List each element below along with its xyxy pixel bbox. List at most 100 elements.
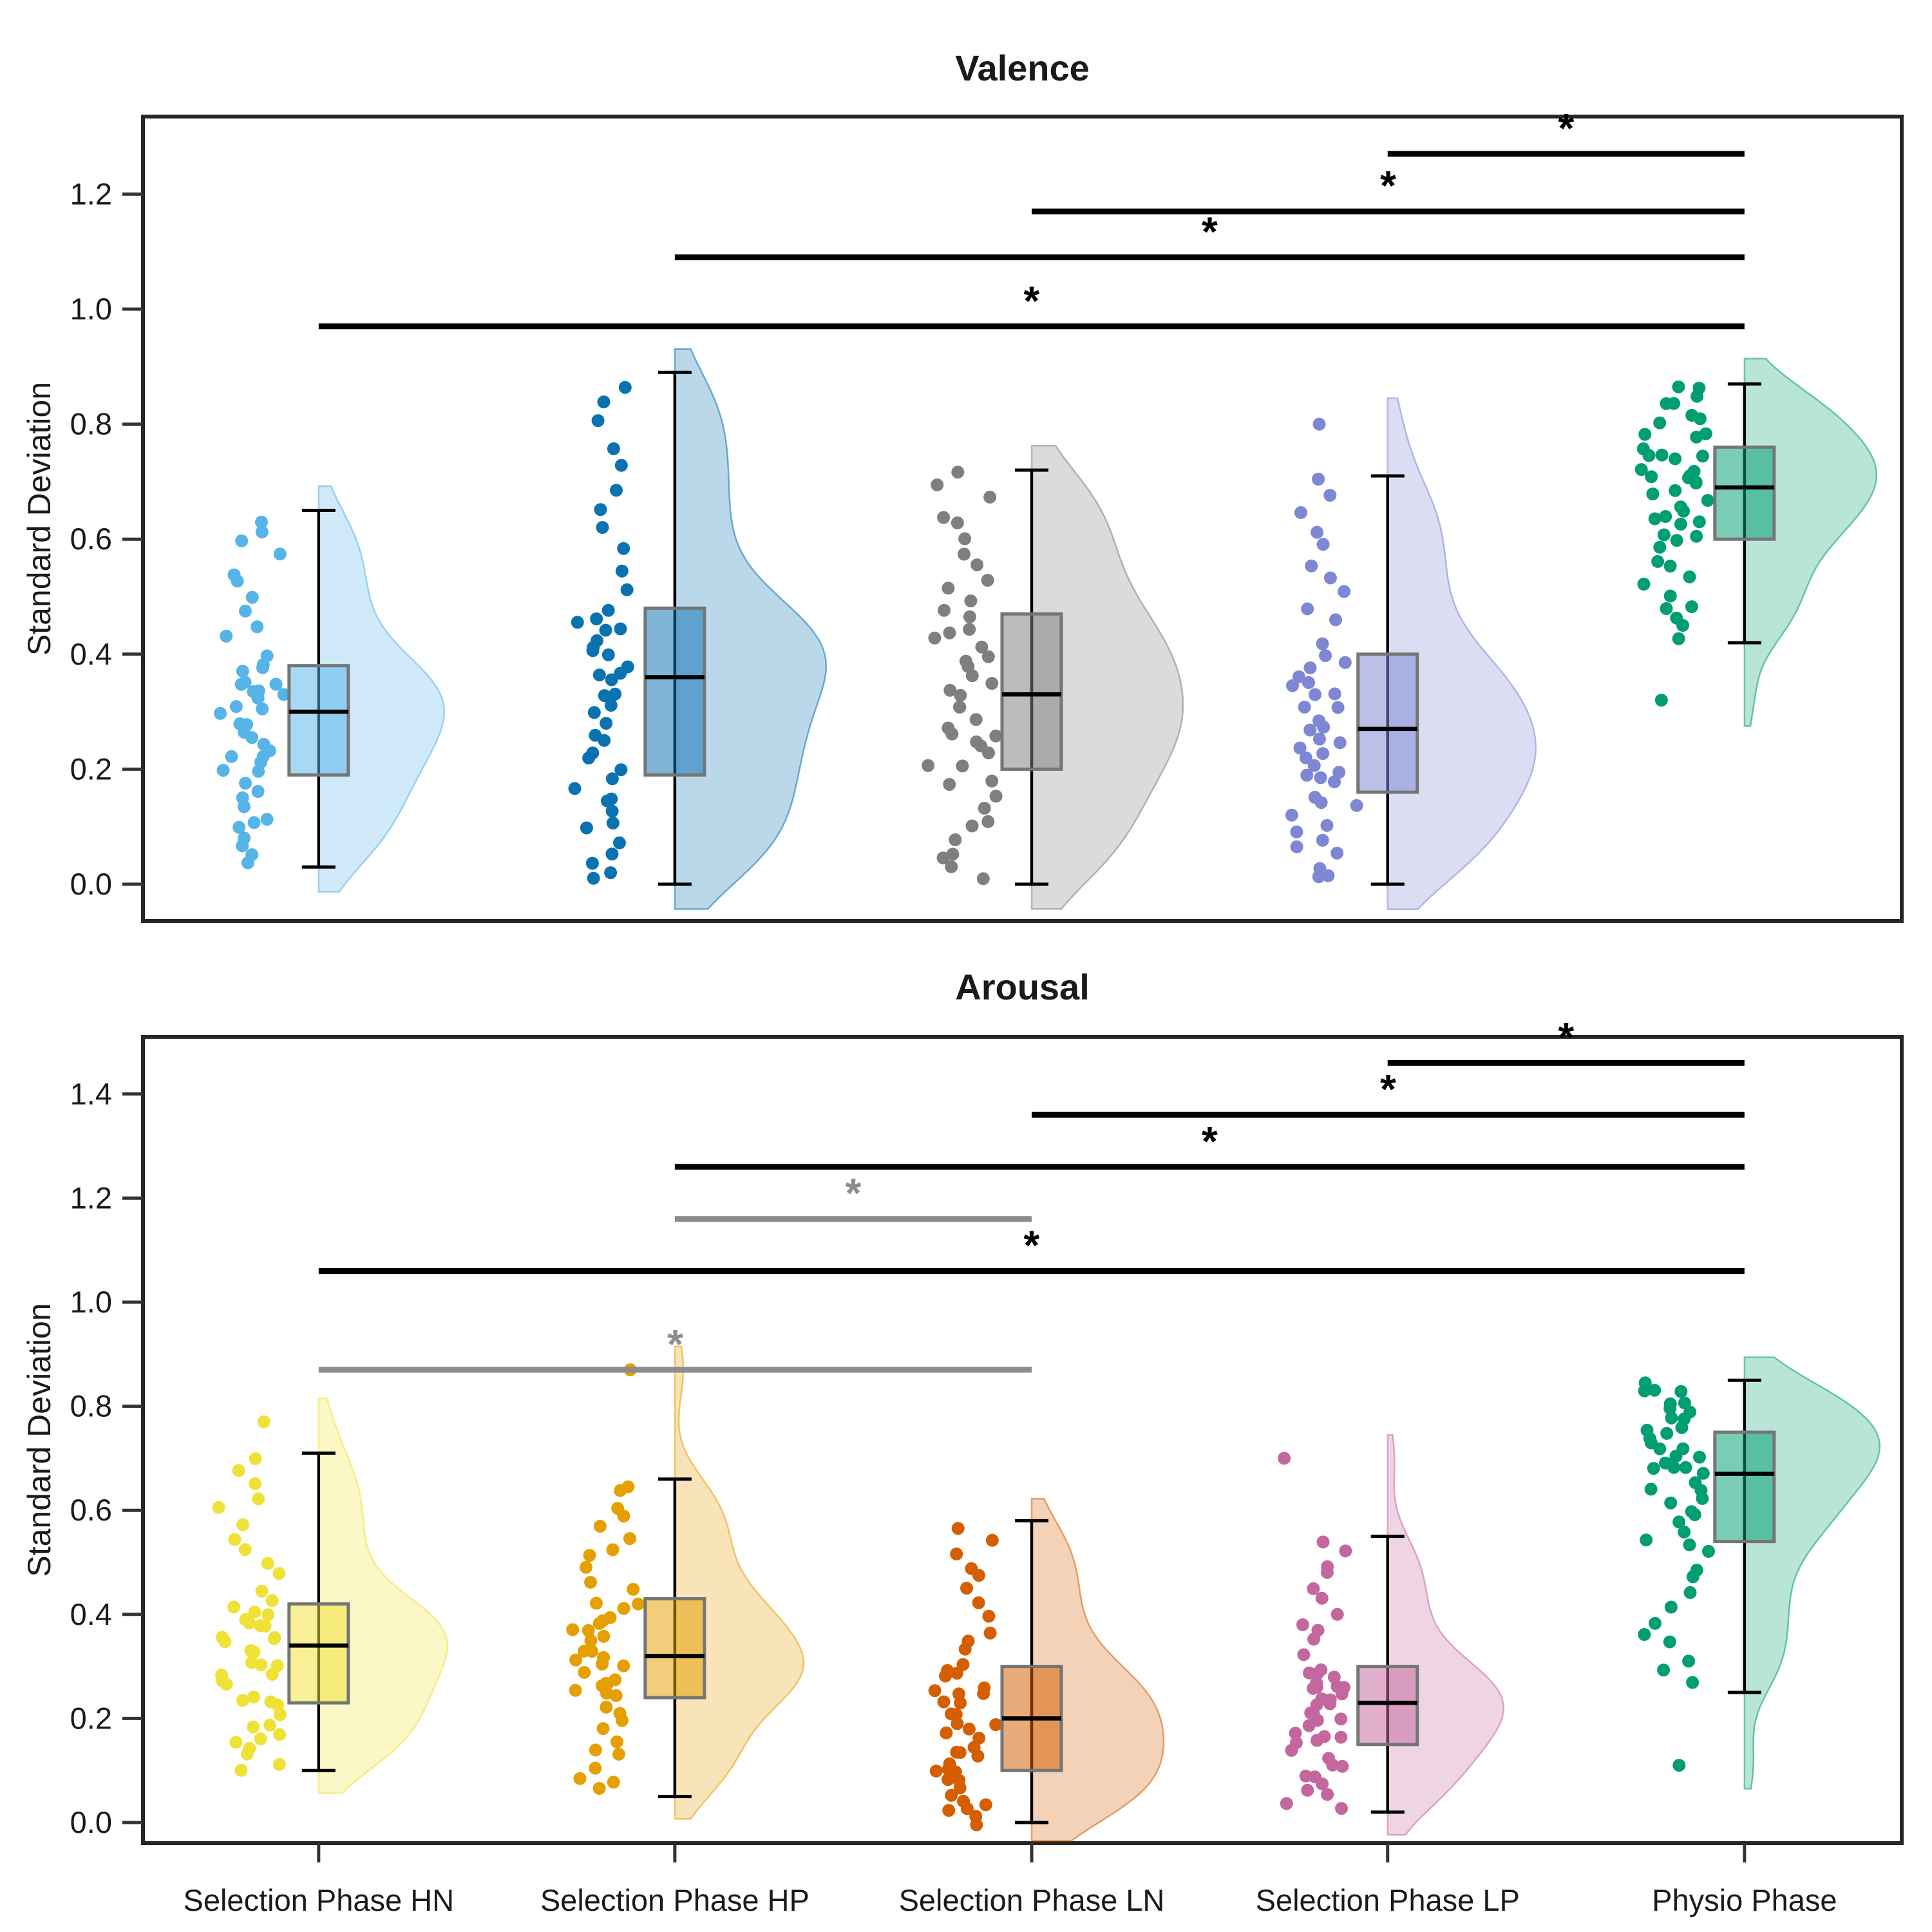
data-point xyxy=(1309,688,1321,701)
data-point xyxy=(1314,771,1327,784)
data-point xyxy=(1670,611,1683,625)
data-point xyxy=(1299,751,1312,764)
data-point xyxy=(1290,825,1303,838)
data-point xyxy=(981,650,995,663)
x-tick-label-physio: Physio Phase xyxy=(1652,1883,1837,1917)
data-point xyxy=(604,866,618,880)
significance-star: * xyxy=(667,1321,683,1367)
data-point xyxy=(1300,768,1314,782)
data-point xyxy=(272,1757,286,1771)
data-point xyxy=(1318,1730,1331,1743)
data-point xyxy=(965,1562,978,1575)
data-point xyxy=(215,1668,229,1681)
data-point xyxy=(1312,473,1325,486)
data-point xyxy=(1685,408,1699,422)
data-point xyxy=(249,1477,262,1490)
data-point xyxy=(979,1798,992,1812)
data-point xyxy=(1339,1544,1352,1558)
y-tick-label: 0.0 xyxy=(70,867,112,901)
data-point xyxy=(605,772,619,786)
data-point xyxy=(607,442,620,455)
data-point xyxy=(964,594,978,608)
data-point xyxy=(1640,1533,1653,1547)
data-point xyxy=(593,1519,607,1533)
data-point xyxy=(963,623,976,636)
data-point xyxy=(245,1656,258,1669)
data-point xyxy=(270,1659,284,1672)
x-tick-label-ln: Selection Phase LN xyxy=(899,1883,1165,1917)
data-point xyxy=(1308,791,1321,804)
data-point xyxy=(942,721,955,735)
data-point xyxy=(264,1695,278,1709)
data-point xyxy=(236,665,249,678)
violin-valence-2 xyxy=(674,348,828,910)
data-point xyxy=(971,558,984,572)
data-point xyxy=(953,700,966,714)
data-point xyxy=(1699,427,1712,440)
significance-star: * xyxy=(1202,1118,1218,1164)
data-point xyxy=(1285,808,1298,822)
data-point xyxy=(946,848,960,861)
data-point xyxy=(989,790,1003,803)
data-point xyxy=(976,872,990,886)
box-valence-3 xyxy=(1000,612,1063,771)
data-point xyxy=(612,836,626,849)
data-point xyxy=(1312,714,1325,728)
data-point xyxy=(1333,736,1347,750)
data-point xyxy=(590,612,603,625)
data-point xyxy=(972,1732,986,1745)
data-point xyxy=(1686,1676,1700,1689)
data-point xyxy=(958,532,972,545)
data-point xyxy=(922,759,935,772)
data-point xyxy=(960,1582,973,1595)
data-point xyxy=(1692,381,1706,395)
significance-star: * xyxy=(1202,209,1218,255)
x-tick-label-lp: Selection Phase LP xyxy=(1256,1883,1520,1917)
data-point xyxy=(1669,452,1682,466)
data-point xyxy=(928,1684,942,1698)
data-point xyxy=(1293,670,1305,683)
data-point xyxy=(1690,529,1703,543)
data-point xyxy=(605,792,618,806)
y-tick-label: 0.6 xyxy=(70,522,112,556)
data-point xyxy=(589,1596,603,1610)
data-point xyxy=(1329,613,1342,627)
data-point xyxy=(632,1597,645,1611)
data-point xyxy=(1297,1648,1311,1662)
data-point xyxy=(1321,1788,1334,1801)
data-point xyxy=(1659,1456,1672,1470)
data-point xyxy=(589,1761,602,1775)
data-point xyxy=(1640,1423,1654,1437)
significance-star: * xyxy=(1023,1222,1039,1269)
data-point xyxy=(238,831,251,845)
data-point xyxy=(232,1464,245,1477)
data-point xyxy=(1648,1383,1662,1397)
data-point xyxy=(263,1718,277,1732)
data-point xyxy=(989,1718,1003,1731)
data-point xyxy=(1674,500,1687,514)
data-point xyxy=(273,547,287,561)
data-point xyxy=(949,1708,963,1721)
data-point xyxy=(583,1549,596,1562)
data-point xyxy=(277,688,290,701)
significance-star: * xyxy=(845,1170,861,1217)
data-point xyxy=(951,1522,965,1535)
data-point xyxy=(216,764,230,777)
data-point xyxy=(248,1605,261,1619)
data-point xyxy=(614,459,628,472)
data-point xyxy=(569,1653,583,1667)
data-point xyxy=(229,700,243,714)
data-point xyxy=(255,525,269,538)
data-point xyxy=(243,1741,256,1755)
panel-title-valence: Valence xyxy=(955,48,1090,88)
data-point xyxy=(1663,560,1677,573)
data-point xyxy=(1674,1385,1688,1398)
data-point xyxy=(587,706,601,719)
violin-arousal-2 xyxy=(674,1345,805,1820)
y-tick-label: 0.4 xyxy=(70,1597,112,1631)
data-point xyxy=(1319,649,1332,663)
y-tick-label: 0.0 xyxy=(70,1805,112,1839)
data-point xyxy=(1296,1618,1309,1631)
data-point xyxy=(609,687,622,701)
data-point xyxy=(568,782,582,795)
